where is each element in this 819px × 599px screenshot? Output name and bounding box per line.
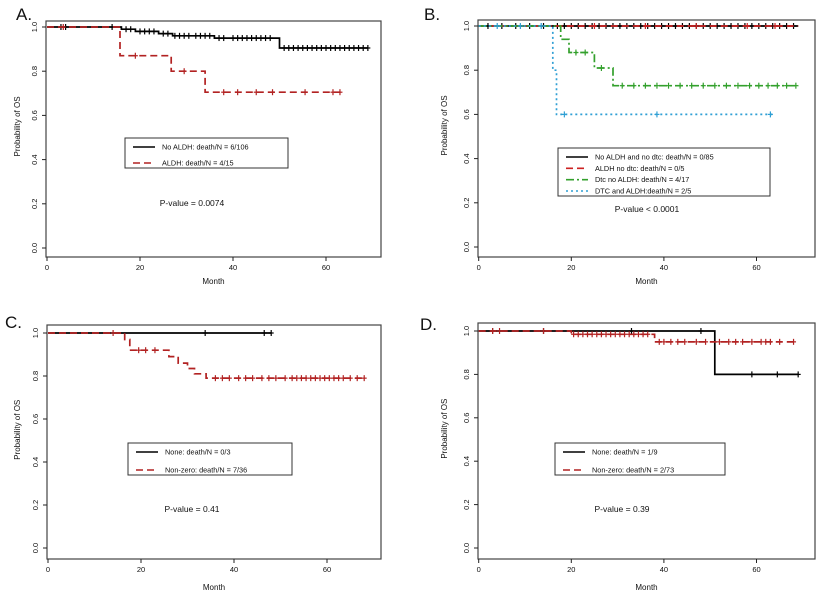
y-tick-label: 0.2	[462, 198, 471, 208]
legend-box	[127, 442, 293, 476]
x-tick-label: 60	[322, 263, 330, 272]
x-tick-label: 40	[660, 263, 668, 272]
legend-label: DTC and ALDH:death/N = 2/5	[595, 187, 691, 196]
legend-box	[557, 147, 771, 197]
panel-letter: C.	[5, 313, 22, 332]
km-curve-series-3	[478, 25, 773, 116]
p-value-text: P-value = 0.39	[594, 504, 649, 514]
legend-label: No ALDH and no dtc: death/N = 0/85	[595, 153, 714, 162]
x-tick-label: 20	[567, 263, 575, 272]
km-curve-series-1	[48, 332, 365, 379]
plot-box	[46, 324, 382, 560]
panel-c-chart: C. 0 20 40 60 Month 0.0 0.2 0.4 0.6 0.8 1.0 Probabil…	[5, 313, 382, 592]
x-tick-label: 40	[660, 565, 668, 574]
y-axis-title: Probability of OS	[440, 399, 449, 459]
y-tick-label: 1.0	[30, 22, 39, 32]
y-axis-title: Probability of OS	[13, 96, 22, 156]
x-axis-title: Month	[203, 583, 225, 592]
legend-label: ALDH: death/N = 4/15	[162, 159, 234, 168]
km-curve-series-2	[478, 25, 799, 87]
y-tick-label: 0.8	[30, 66, 39, 76]
y-axis-title: Probability of OS	[440, 95, 449, 155]
y-tick-label: 1.0	[462, 326, 471, 336]
km-curve-series-1	[47, 26, 340, 94]
y-tick-label: 0.4	[30, 154, 39, 164]
y-tick-label: 0.0	[30, 243, 39, 253]
legend-box	[554, 442, 726, 476]
y-tick-label: 0.2	[30, 199, 39, 209]
x-axis-title: Month	[635, 277, 657, 286]
legend-label: Dtc no ALDH: death/N = 4/17	[595, 175, 689, 184]
x-tick-label: 0	[477, 565, 481, 574]
y-tick-label: 0.6	[462, 413, 471, 423]
plot-box	[45, 20, 382, 258]
x-tick-label: 0	[46, 565, 50, 574]
y-tick-label: 1.0	[462, 21, 471, 31]
y-tick-label: 0.4	[462, 456, 471, 466]
y-tick-label: 0.0	[462, 242, 471, 252]
km-curve-series-0	[478, 330, 799, 376]
panel-a-chart: A. 0 20 40 60 Month 0.0 0.2 0.4 0.6 0.8 1.0 Probabil…	[13, 5, 382, 286]
km-curve-series-0	[47, 26, 368, 49]
y-tick-label: 0.2	[31, 500, 40, 510]
km-curve-series-1	[478, 330, 794, 343]
x-tick-label: 40	[230, 565, 238, 574]
x-tick-label: 0	[477, 263, 481, 272]
x-tick-label: 40	[229, 263, 237, 272]
y-tick-label: 0.0	[31, 543, 40, 553]
x-axis-title: Month	[635, 583, 657, 592]
legend-label: ALDH no dtc: death/N = 0/5	[595, 164, 684, 173]
x-tick-label: 20	[567, 565, 575, 574]
y-tick-label: 0.8	[462, 65, 471, 75]
x-tick-label: 60	[323, 565, 331, 574]
y-tick-label: 0.6	[31, 414, 40, 424]
panel-b-chart: B. 0 20 40 60 Month 0.0 0.2 0.4 0.6 0.8 1.0 Probabil…	[424, 5, 816, 286]
panel-letter: A.	[16, 5, 32, 24]
legend-label: None: death/N = 1/9	[592, 448, 658, 457]
legend-box	[124, 137, 289, 169]
y-tick-label: 0.6	[30, 110, 39, 120]
x-tick-label: 0	[45, 263, 49, 272]
y-tick-label: 0.4	[31, 457, 40, 467]
legend-label: Non-zero: death/N = 7/36	[165, 466, 247, 475]
plot-box	[477, 19, 816, 258]
p-value-text: P-value = 0.41	[164, 504, 219, 514]
y-tick-label: 0.2	[462, 499, 471, 509]
y-tick-label: 0.0	[462, 543, 471, 553]
p-value-text: P-value = 0.0074	[160, 198, 225, 208]
panel-letter: D.	[420, 315, 437, 334]
y-tick-label: 0.6	[462, 109, 471, 119]
x-tick-label: 20	[136, 263, 144, 272]
y-tick-label: 0.4	[462, 153, 471, 163]
y-tick-label: 1.0	[31, 328, 40, 338]
x-tick-label: 20	[137, 565, 145, 574]
legend-label: None: death/N = 0/3	[165, 448, 231, 457]
x-tick-label: 60	[752, 263, 760, 272]
legend-label: No ALDH: death/N = 6/106	[162, 143, 249, 152]
x-tick-label: 60	[752, 565, 760, 574]
panel-d-chart: D. 0 20 40 60 Month 0.0 0.2 0.4 0.6 0.8 1.0 Probabil…	[420, 315, 816, 592]
x-axis-title: Month	[202, 277, 224, 286]
p-value-text: P-value < 0.0001	[615, 204, 680, 214]
legend-label: Non-zero: death/N = 2/73	[592, 466, 674, 475]
y-axis-title: Probability of OS	[13, 400, 22, 460]
panel-letter: B.	[424, 5, 440, 24]
y-tick-label: 0.8	[31, 371, 40, 381]
y-tick-label: 0.8	[462, 369, 471, 379]
plot-box	[477, 322, 816, 560]
